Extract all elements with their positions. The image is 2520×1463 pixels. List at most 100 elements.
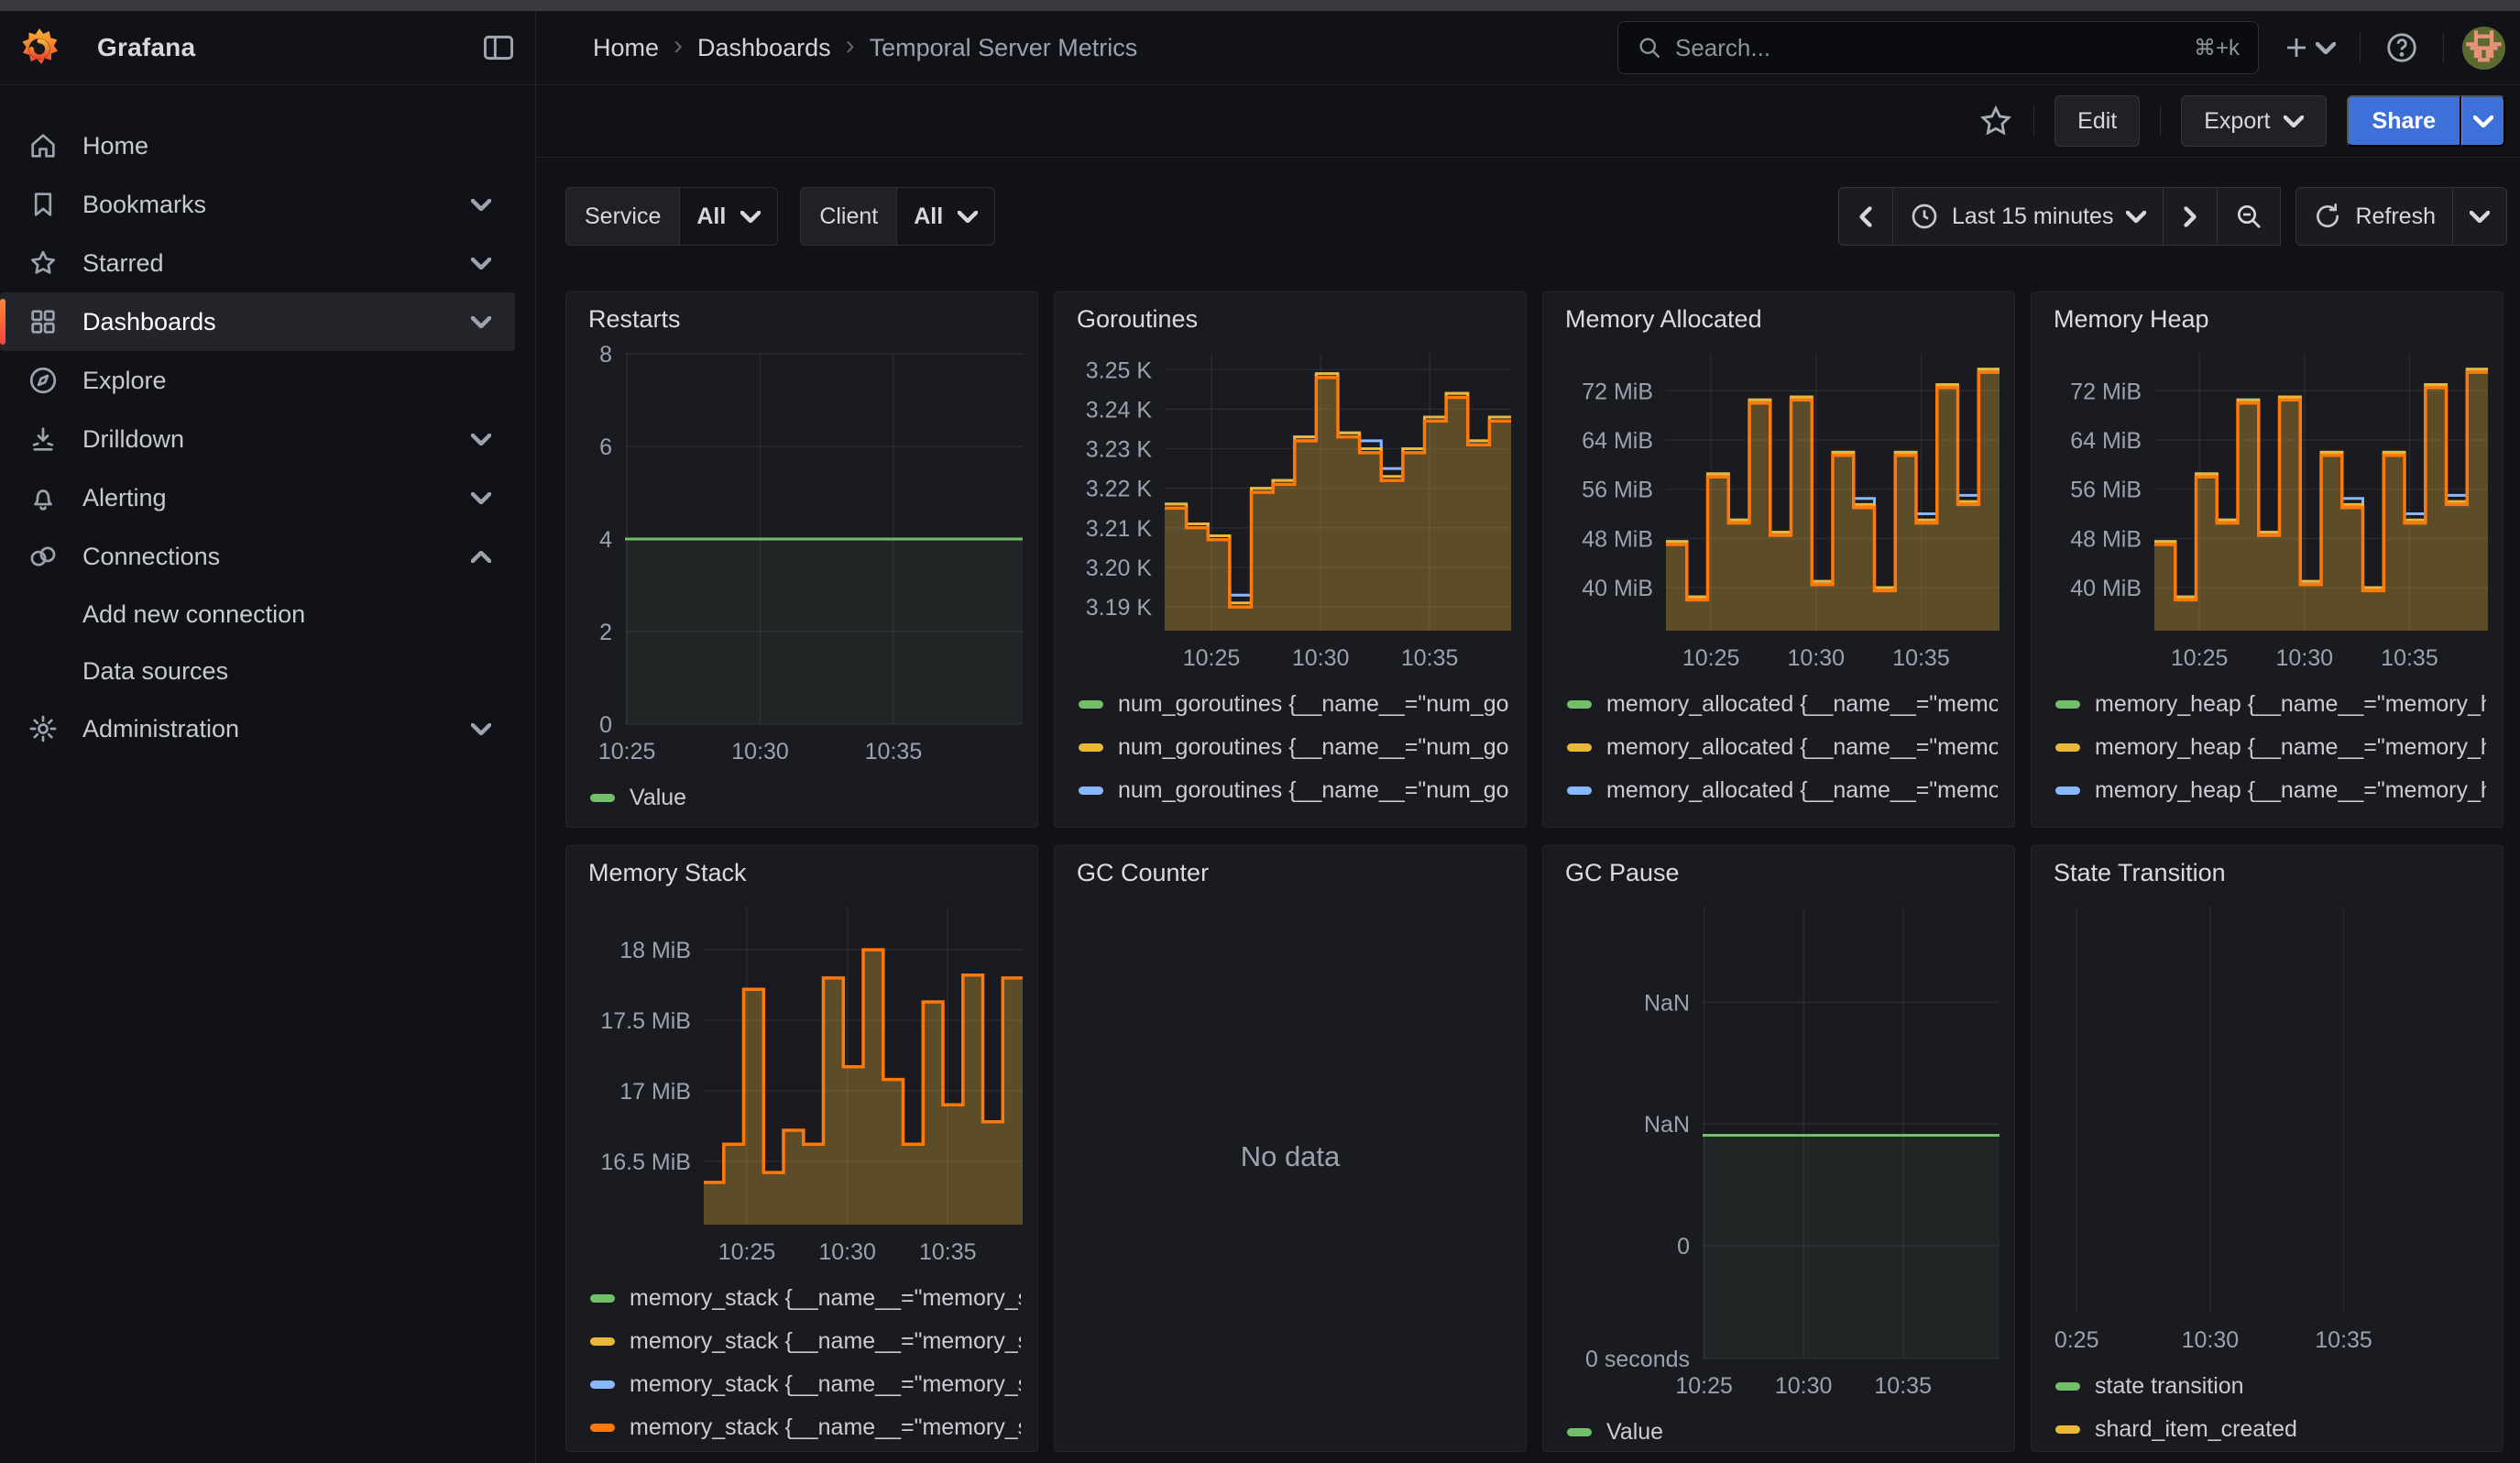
sidebar-item-bookmarks[interactable]: Bookmarks [0,175,515,234]
chevron-down-icon [2470,211,2490,223]
panel-chart[interactable]: 0246810:2510:3010:35 [579,345,1026,773]
sidebar-item-starred[interactable]: Starred [0,234,515,292]
time-range-picker[interactable]: Last 15 minutes [1893,187,2164,246]
edit-button[interactable]: Edit [2054,95,2140,147]
legend-item[interactable]: memory_allocated {__name__="memo [1567,773,1998,808]
service-filter: Service All [565,187,778,246]
refresh-button[interactable]: Refresh [2295,187,2453,246]
search-input[interactable]: Search... ⌘+k [1617,21,2259,74]
panel-grid: Restarts 0246810:2510:3010:35 Value Goro… [565,292,2520,1452]
legend-item[interactable]: num_goroutines {__name__="num_go [1079,816,1509,818]
window-title-strip [0,0,2520,11]
chevron-down-icon [471,199,491,211]
sidebar-item-data-sources[interactable]: Data sources [0,643,515,699]
panel-title[interactable]: GC Counter [1077,859,1513,887]
svg-text:72 MiB: 72 MiB [1582,379,1653,404]
legend-item[interactable]: num_goroutines {__name__="num_go [1079,773,1509,808]
legend-item[interactable]: shard_item_created [2055,1412,2486,1446]
panel-legend: state transition shard_item_created [2044,1361,2490,1446]
legend-item[interactable]: memory_stack {__name__="memory_s [590,1367,1021,1402]
time-shift-forward-button[interactable] [2164,187,2218,246]
legend-series-color [590,1424,615,1432]
legend-item[interactable]: memory_stack {__name__="memory_s [590,1410,1021,1445]
clock-icon [1910,202,1939,231]
panel-title[interactable]: Memory Allocated [1565,305,2001,334]
legend-item[interactable]: num_goroutines {__name__="num_go [1079,687,1509,721]
sidebar-item-drilldown[interactable]: Drilldown [0,410,515,468]
legend-series-label: memory_stack {__name__="memory_s [630,1285,1021,1312]
drilldown-icon [27,424,59,455]
panel-gc-counter: GC Counter No data [1054,845,1527,1452]
legend-item[interactable]: memory_allocated {__name__="memo [1567,816,1998,818]
legend-series-color [1079,700,1103,709]
time-shift-back-button[interactable] [1838,187,1893,246]
panel-chart[interactable]: 0 seconds0NaNNaN10:2510:3010:35 [1556,898,2003,1407]
svg-text:10:30: 10:30 [1775,1373,1833,1399]
sidebar-item-dashboards[interactable]: Dashboards [0,292,515,351]
divider [2360,32,2361,63]
sidebar-item-home[interactable]: Home [0,116,515,175]
chevron-left-icon [1859,206,1871,226]
question-circle-icon [2384,30,2419,65]
breadcrumb-dashboards[interactable]: Dashboards [697,34,831,62]
sidebar-item-connections[interactable]: Connections [0,527,515,586]
legend-item[interactable]: num_goroutines {__name__="num_go [1079,730,1509,764]
sidebar-item-label: Explore [82,367,167,395]
user-avatar[interactable] [2462,27,2505,70]
svg-text:3.22 K: 3.22 K [1086,477,1153,502]
legend-item[interactable]: memory_stack {__name__="memory_s [590,1281,1021,1315]
chevron-down-icon [2284,116,2304,127]
share-button[interactable]: Share [2347,95,2461,147]
grid-icon [27,306,59,337]
service-filter-value[interactable]: All [680,187,778,246]
breadcrumb-home[interactable]: Home [593,34,659,62]
panel-title[interactable]: Memory Stack [588,859,1024,887]
sidebar-item-add-new-connection[interactable]: Add new connection [0,586,515,643]
divider [2033,105,2034,137]
add-new-button[interactable] [2277,28,2341,67]
panel-chart[interactable]: 16.5 MiB17 MiB17.5 MiB18 MiB10:2510:3010… [579,898,1026,1273]
legend-item[interactable]: Value [590,780,1021,815]
panel-chart[interactable]: 3.19 K3.20 K3.21 K3.22 K3.23 K3.24 K3.25… [1068,345,1515,679]
panel-chart[interactable]: 0:2510:3010:35 [2044,898,2492,1361]
sidebar-item-explore[interactable]: Explore [0,351,515,410]
panel-title[interactable]: Goroutines [1077,305,1513,334]
top-navbar: Grafana Home › Dashboards › Temporal Ser… [0,11,2520,85]
panel-chart[interactable]: 40 MiB48 MiB56 MiB64 MiB72 MiB10:2510:30… [2044,345,2492,679]
help-button[interactable] [2379,25,2425,71]
legend-item[interactable]: memory_allocated {__name__="memo [1567,730,1998,764]
sidebar-item-label: Connections [82,543,220,571]
panel-chart[interactable]: 40 MiB48 MiB56 MiB64 MiB72 MiB10:2510:30… [1556,345,2003,679]
panel-title[interactable]: Restarts [588,305,1024,334]
sidebar-item-alerting[interactable]: Alerting [0,468,515,527]
legend-item[interactable]: memory_heap {__name__="memory_h [2055,730,2486,764]
svg-text:3.25 K: 3.25 K [1086,358,1153,383]
export-button[interactable]: Export [2181,95,2326,147]
legend-item[interactable]: state transition [2055,1369,2486,1403]
compass-icon [27,365,59,396]
panel-title[interactable]: State Transition [2054,859,2490,887]
legend-item[interactable]: memory_stack {__name__="memory_s [590,1324,1021,1358]
sidebar-item-label: Bookmarks [82,191,206,219]
breadcrumb: Home › Dashboards › Temporal Server Metr… [536,11,1137,84]
legend-item[interactable]: memory_heap {__name__="memory_h [2055,687,2486,721]
client-filter-value[interactable]: All [897,187,995,246]
time-range-label: Last 15 minutes [1952,204,2114,230]
legend-item[interactable]: memory_heap {__name__="memory_h [2055,773,2486,808]
svg-text:10:30: 10:30 [1292,645,1350,671]
panel-legend: memory_heap {__name__="memory_h memory_he… [2044,679,2490,818]
refresh-interval-dropdown[interactable] [2453,187,2507,246]
sidebar-item-administration[interactable]: Administration [0,699,515,758]
legend-item[interactable]: Value [1567,1414,1998,1449]
zoom-out-time-button[interactable] [2218,187,2281,246]
panel-title[interactable]: GC Pause [1565,859,2001,887]
dock-sidebar-toggle-icon[interactable] [482,33,515,62]
favorite-star-button[interactable] [1978,104,2013,138]
share-dropdown-button[interactable] [2461,95,2505,147]
panel-memory-stack: Memory Stack 16.5 MiB17 MiB17.5 MiB18 Mi… [565,845,1038,1452]
legend-item[interactable]: memory_allocated {__name__="memo [1567,687,1998,721]
panel-title[interactable]: Memory Heap [2054,305,2490,334]
chevron-down-icon [471,258,491,270]
star-icon [27,248,59,279]
legend-item[interactable]: memory_heap {__name__="memory_h [2055,816,2486,818]
